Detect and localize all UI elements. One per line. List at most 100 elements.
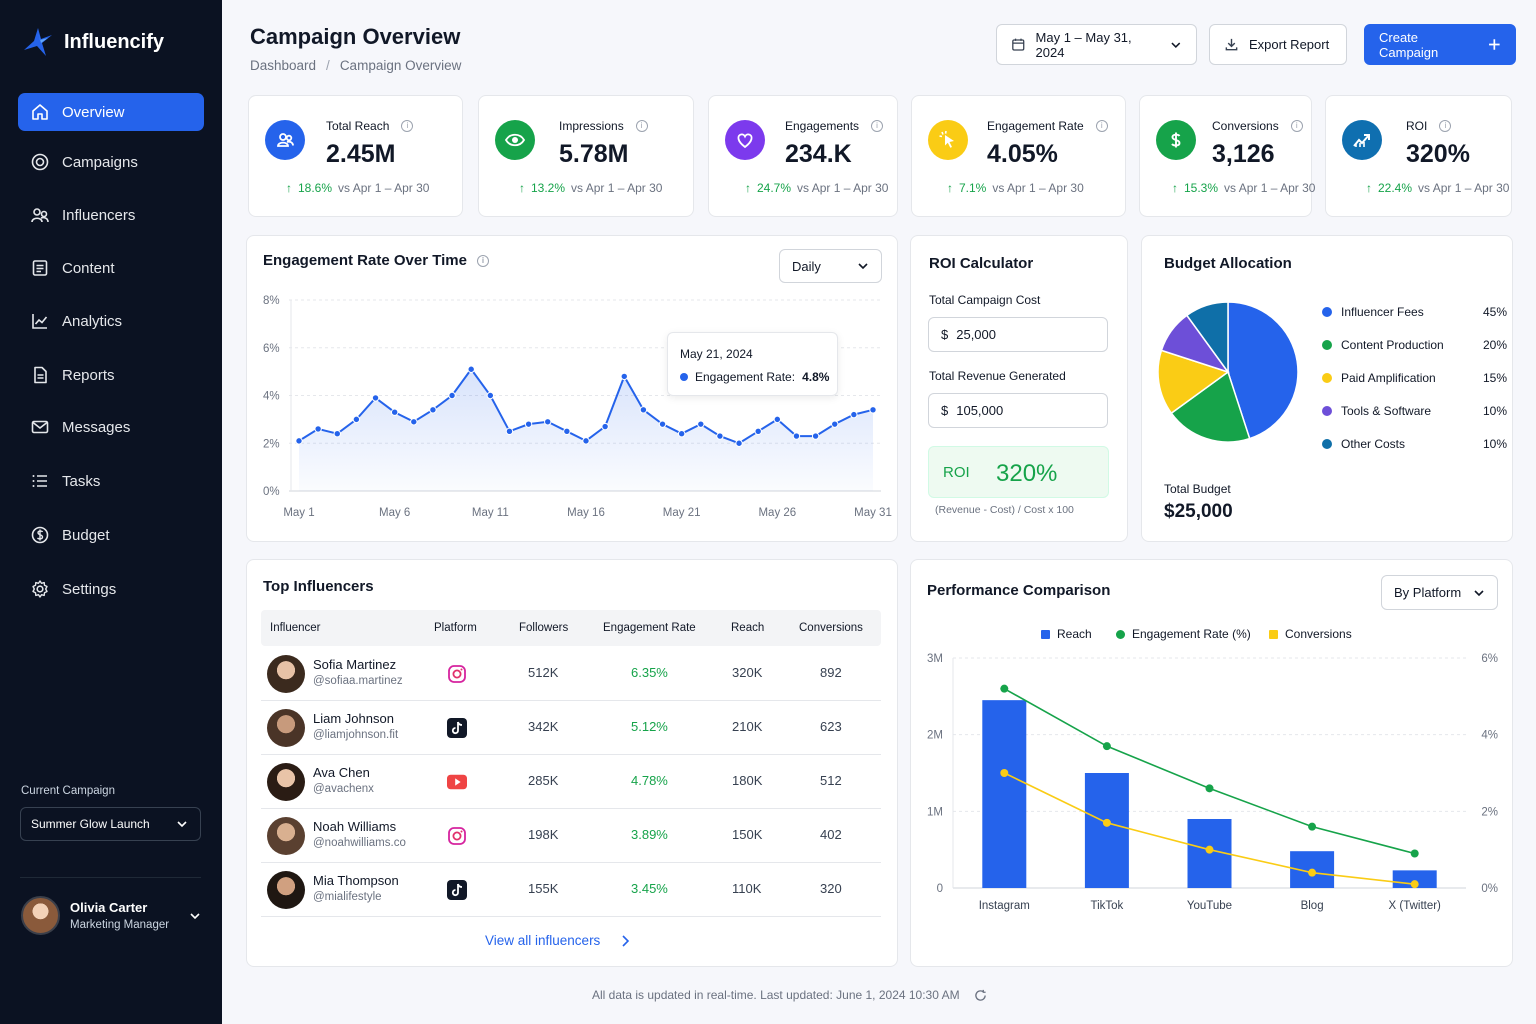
bar-reach[interactable] <box>982 700 1027 888</box>
sidebar-item-influencers[interactable]: Influencers <box>18 196 204 234</box>
group-by-select[interactable]: By Platform <box>1381 575 1498 610</box>
table-row[interactable]: Ava Chen @avachenx 285K 4.78% 180K 512 <box>261 755 881 809</box>
legend-item[interactable]: Content Production 20% <box>1322 338 1507 352</box>
info-icon[interactable]: i <box>1095 120 1108 132</box>
sidebar-item-content[interactable]: Content <box>18 249 204 287</box>
line-point[interactable] <box>1102 742 1111 751</box>
data-point[interactable] <box>563 427 571 436</box>
legend-item[interactable]: Tools & Software 10% <box>1322 404 1507 418</box>
data-point[interactable] <box>448 391 456 400</box>
line-point[interactable] <box>1410 849 1419 858</box>
line-point[interactable] <box>1205 784 1214 793</box>
table-row[interactable]: Noah Williams @noahwilliams.co 198K 3.89% 15… <box>261 809 881 863</box>
performance-combo-chart[interactable]: Reach Engagement Rate (%) Conversions 0 1M 2M… <box>911 560 1514 968</box>
influencer-name[interactable]: Liam Johnson <box>313 711 394 726</box>
data-point[interactable] <box>601 422 609 431</box>
info-icon[interactable]: i <box>635 120 648 132</box>
granularity-select[interactable]: Daily <box>779 249 882 283</box>
line-point[interactable] <box>1308 868 1317 877</box>
sidebar-item-analytics[interactable]: Analytics <box>18 302 204 340</box>
data-point[interactable] <box>371 394 380 402</box>
influencer-name[interactable]: Ava Chen <box>313 765 370 780</box>
pie-slice[interactable] <box>1170 370 1251 443</box>
data-point[interactable] <box>792 432 801 440</box>
table-row[interactable]: Liam Johnson @liamjohnson.fit 342K 5.12% 210… <box>261 701 881 755</box>
sidebar-item-reports[interactable]: Reports <box>18 356 204 394</box>
column-header[interactable]: Engagement Rate <box>603 622 696 634</box>
data-point[interactable] <box>429 406 437 414</box>
budget-pie-chart[interactable] <box>1142 236 1514 543</box>
create-campaign-button[interactable]: Create Campaign <box>1364 24 1516 65</box>
line-point[interactable] <box>1000 769 1009 777</box>
data-point[interactable] <box>677 430 686 438</box>
influencer-name[interactable]: Noah Williams <box>313 819 397 834</box>
line-point[interactable] <box>1102 818 1111 827</box>
data-point[interactable] <box>811 432 820 440</box>
sidebar-item-messages[interactable]: Messages <box>18 408 204 446</box>
column-header[interactable]: Platform <box>434 622 477 634</box>
data-point[interactable] <box>333 430 341 438</box>
data-point[interactable] <box>831 420 839 428</box>
sidebar-item-overview[interactable]: Overview <box>18 93 204 131</box>
data-point[interactable] <box>467 365 475 373</box>
column-header[interactable]: Conversions <box>799 622 863 634</box>
data-point[interactable] <box>773 415 782 424</box>
kpi-card-engagement-rate[interactable]: Engagement Rate i 4.05% ↑ 7.1% vs Apr 1 – Apr… <box>911 95 1126 217</box>
kpi-card-roi[interactable]: ROI i 320% ↑ 22.4% vs Apr 1 – Apr 30 <box>1325 95 1512 217</box>
campaign-cost-input[interactable]: $ 25,000 <box>928 317 1108 352</box>
view-all-influencers-link[interactable]: View all influencers <box>485 933 630 948</box>
data-point[interactable] <box>314 425 322 433</box>
line-point[interactable] <box>1308 822 1317 831</box>
data-point[interactable] <box>658 420 667 428</box>
data-point[interactable] <box>410 418 418 426</box>
sidebar-item-settings[interactable]: Settings <box>18 570 204 608</box>
sidebar-item-tasks[interactable]: Tasks <box>18 462 204 500</box>
data-point[interactable] <box>486 391 495 400</box>
line-point[interactable] <box>1000 684 1009 693</box>
legend-item[interactable]: Other Costs 10% <box>1322 437 1507 451</box>
info-icon[interactable]: i <box>1290 120 1303 132</box>
column-header[interactable]: Influencer <box>270 622 321 634</box>
data-point[interactable] <box>390 408 399 416</box>
pie-slice[interactable] <box>1227 301 1299 440</box>
engagement-line-chart[interactable]: 0% 2% 4% 6% 8% May 1 May 6 May 11 May 16 May 21 Ma… <box>247 236 899 543</box>
sidebar-item-budget[interactable]: Budget <box>18 516 204 554</box>
current-campaign-select[interactable]: Summer Glow Launch <box>20 807 201 841</box>
influencer-name[interactable]: Mia Thompson <box>313 873 399 888</box>
data-point[interactable] <box>735 439 743 447</box>
kpi-card-engagements[interactable]: Engagements i 234.K ↑ 24.7% vs Apr 1 – Apr 30 <box>708 95 898 217</box>
influencer-name[interactable]: Sofia Martinez <box>313 657 397 672</box>
data-point[interactable] <box>639 406 648 414</box>
data-point[interactable] <box>295 437 303 445</box>
data-point[interactable] <box>620 372 628 381</box>
data-point[interactable] <box>697 420 705 428</box>
data-point[interactable] <box>582 437 590 445</box>
user-menu[interactable]: Olivia Carter Marketing Manager <box>21 896 201 935</box>
info-icon[interactable]: i <box>871 120 884 132</box>
column-header[interactable]: Reach <box>731 622 765 634</box>
info-icon[interactable]: i <box>401 120 414 132</box>
sidebar-item-campaigns[interactable]: Campaigns <box>18 143 204 181</box>
bar-reach[interactable] <box>1084 773 1129 888</box>
column-header[interactable]: Followers <box>519 622 569 634</box>
revenue-input[interactable]: $ 105,000 <box>928 393 1108 428</box>
kpi-card-total-reach[interactable]: Total Reach i 2.45M ↑ 18.6% vs Apr 1 – Apr 30 <box>248 95 463 217</box>
data-point[interactable] <box>716 432 724 440</box>
line-point[interactable] <box>1410 880 1419 889</box>
data-point[interactable] <box>869 406 877 414</box>
info-icon[interactable]: i <box>1439 120 1452 132</box>
logo[interactable]: Influencify <box>22 26 164 58</box>
table-row[interactable]: Mia Thompson @mialifestyle 155K 3.45% 110K 32… <box>261 863 881 917</box>
legend-item[interactable]: Paid Amplification 15% <box>1322 371 1507 385</box>
refresh-icon[interactable] <box>974 989 987 1002</box>
pie-slice[interactable] <box>1157 349 1230 415</box>
export-report-button[interactable]: Export Report <box>1209 24 1347 65</box>
data-point[interactable] <box>352 415 361 424</box>
pie-slice[interactable] <box>1185 301 1229 375</box>
table-row[interactable]: Sofia Martinez @sofiaa.martinez 512K 6.35% 3… <box>261 647 881 701</box>
data-point[interactable] <box>754 427 762 436</box>
breadcrumb-dashboard[interactable]: Dashboard <box>250 58 317 73</box>
kpi-card-conversions[interactable]: Conversions i 3,126 ↑ 15.3% vs Apr 1 – Apr 30 <box>1139 95 1315 217</box>
data-point[interactable] <box>524 420 533 428</box>
data-point[interactable] <box>505 427 514 436</box>
